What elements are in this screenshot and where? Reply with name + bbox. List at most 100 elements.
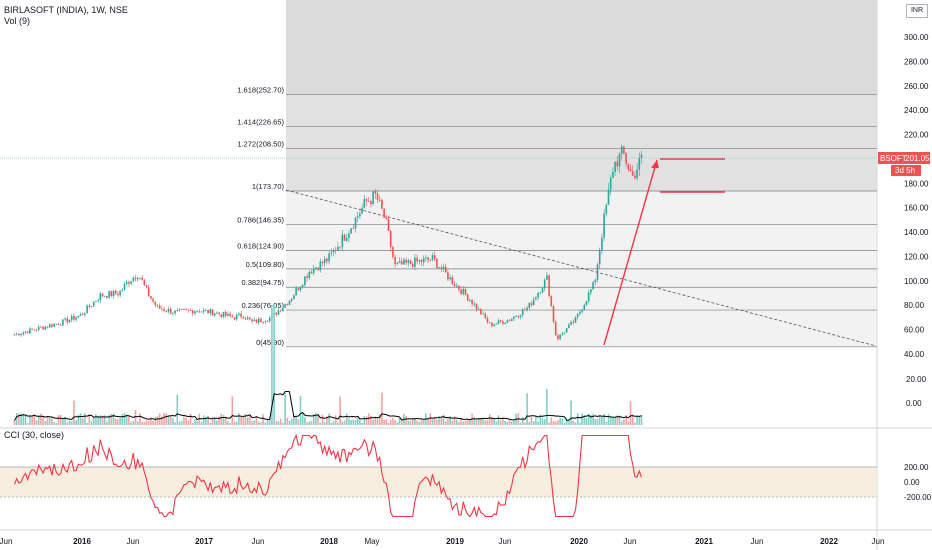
candle-body [466, 294, 469, 301]
volume-bar [288, 420, 291, 425]
volume-bar [367, 413, 370, 425]
volume-bar [70, 421, 73, 425]
candle-body [103, 296, 106, 297]
volume-bar [117, 419, 119, 425]
volume-bar [251, 421, 253, 425]
candle-body [161, 308, 163, 310]
candle-body [480, 308, 482, 315]
time-axis-tick: 2018 [320, 537, 338, 546]
volume-bar [488, 414, 491, 425]
currency-selector[interactable]: INR [906, 4, 928, 18]
cci-axis-tick: 0.00 [904, 478, 920, 487]
volume-bar [139, 413, 141, 425]
volume-bar [526, 393, 528, 425]
candle-body [220, 314, 223, 317]
volume-bar [257, 421, 260, 425]
volume-bar [207, 415, 209, 425]
candle-body [185, 309, 187, 311]
annotations[interactable] [0, 157, 877, 346]
symbol-title[interactable]: BIRLASOFT (INDIA), 1W, NSE [4, 5, 128, 15]
volume-bar [609, 417, 612, 425]
candle-body [238, 313, 240, 315]
volume-bar [319, 422, 322, 425]
arrow-head [651, 160, 659, 168]
time-axis-tick: May [364, 537, 379, 546]
candle-body [469, 300, 471, 301]
candle-body [601, 237, 603, 251]
candle-body [24, 331, 27, 333]
candle-body [460, 289, 462, 295]
candle-body [205, 309, 207, 311]
candle-body [174, 310, 176, 314]
cci-legend[interactable]: CCI (30, close) [4, 430, 64, 440]
candle-body [519, 315, 522, 317]
price-tag-value: 201.05 [905, 154, 930, 163]
volume-bar [167, 415, 170, 425]
candle-body [62, 319, 64, 326]
candle-body [532, 299, 535, 305]
volume-bar [438, 416, 440, 425]
candle-body [323, 258, 326, 264]
candle-body [444, 266, 447, 273]
price-axis-tick: 180.00 [904, 179, 929, 188]
volume-bar [603, 414, 605, 425]
volume-bar [636, 415, 638, 425]
volume-bar [18, 413, 20, 425]
volume-bar [271, 305, 273, 425]
candle-body [521, 309, 524, 316]
volume-bar [585, 418, 588, 425]
candle-body [268, 317, 271, 322]
candle-body [420, 259, 423, 263]
candlesticks [13, 144, 643, 341]
candle-body [568, 324, 570, 329]
volume-bar [392, 417, 394, 425]
volume-bar [387, 422, 390, 425]
volume-bar [233, 421, 236, 425]
candle-body [136, 277, 139, 280]
volume-bar [640, 415, 643, 425]
candle-body [389, 231, 392, 248]
volume-bar [73, 400, 75, 425]
cci-axis-tick: 200.00 [904, 463, 929, 472]
candle-body [106, 296, 108, 298]
breakout-arrow-line[interactable] [603, 159, 658, 346]
candle-body [15, 333, 18, 335]
volume-legend[interactable]: Vol (9) [4, 16, 30, 26]
time-axis-tick: Jun [751, 537, 764, 546]
volume-bar [108, 415, 110, 425]
fibonacci-levels[interactable]: 1.618(252.70) 1.414(226.65) 1.272(208.50) 1… [237, 86, 877, 348]
volume-bar [378, 414, 381, 425]
time-axis-tick: Jun [499, 537, 512, 546]
candle-body [541, 288, 544, 293]
candle-body [191, 310, 194, 314]
volume-bar [607, 413, 610, 425]
candle-body [312, 268, 315, 274]
candle-body [301, 284, 304, 287]
candle-body [383, 208, 385, 218]
volume-bar [370, 416, 372, 425]
candle-body [154, 301, 157, 306]
volume-bar [301, 413, 304, 425]
volume-bar [31, 416, 33, 425]
candle-body [403, 259, 405, 265]
candle-body [607, 189, 610, 205]
volume-bar [99, 415, 102, 425]
volume-bar [198, 413, 201, 425]
volume-bar [631, 414, 634, 425]
candle-body [484, 313, 487, 319]
candle-body [438, 267, 440, 269]
volume-bar [528, 421, 531, 425]
candle-body [262, 321, 264, 323]
volume-bar [557, 420, 559, 425]
price-axis[interactable]: 300.00280.00260.00240.00220.00200.00180.… [904, 33, 929, 359]
volume-bar [352, 419, 355, 425]
candle-body [251, 319, 253, 322]
volume-bar [273, 305, 275, 425]
volume-bar [385, 419, 388, 425]
candle-body [634, 175, 636, 179]
candle-body [510, 318, 513, 321]
candle-body [451, 277, 454, 285]
time-axis[interactable]: Jun 2016 Jun 2017 Jun 2018 May 2019 Jun 2020 Jun 20… [0, 537, 884, 546]
volume-bar [44, 420, 47, 425]
